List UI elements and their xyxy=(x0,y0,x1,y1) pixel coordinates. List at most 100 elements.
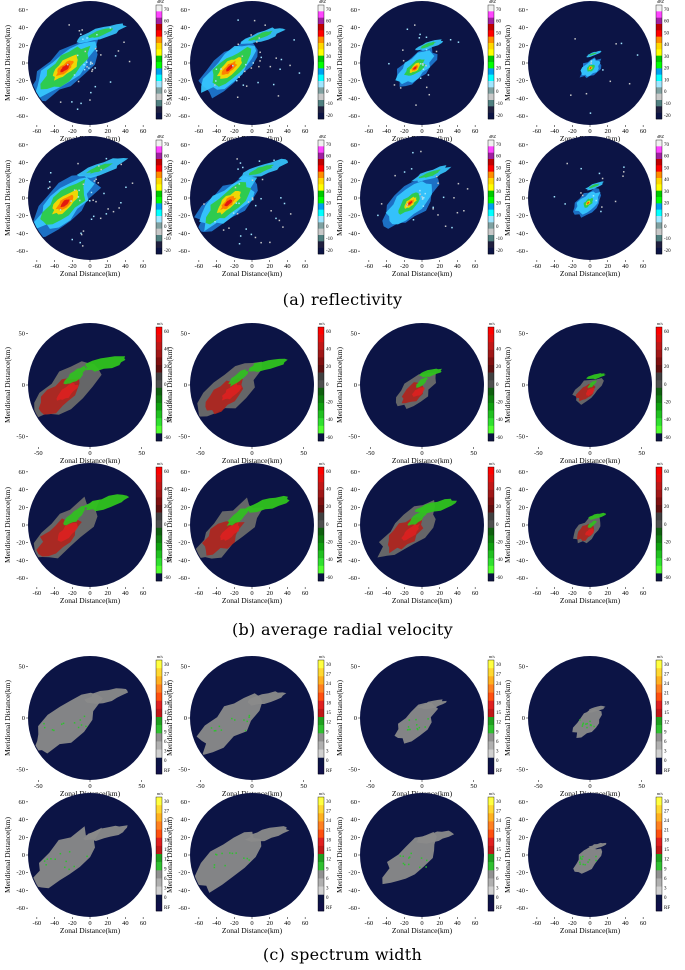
y-tick-label: 0 xyxy=(354,852,357,859)
colorbar-swatch xyxy=(318,708,324,718)
y-tick-label: -60 xyxy=(348,113,357,120)
colorbar-swatch xyxy=(318,55,324,63)
y-tick-label: 20 xyxy=(181,42,188,49)
x-tick-label: -60 xyxy=(33,263,42,270)
colorbar-tick-label: 0 xyxy=(164,90,167,95)
y-tick-label: 60 xyxy=(519,469,526,476)
colorbar-tick-label: 0 xyxy=(664,90,667,95)
colorbar-swatch xyxy=(488,209,494,217)
colorbar-swatch xyxy=(656,55,662,63)
colorbar-swatch xyxy=(156,433,162,442)
x-tick-label: -60 xyxy=(195,128,204,135)
colorbar: dBZ 70 60 50 40 30 20 10 0 -10 -20 xyxy=(487,0,503,120)
colorbar-tick-label: 3 xyxy=(326,750,329,755)
y-tick-label: 0 xyxy=(354,382,357,389)
colorbar-swatch xyxy=(656,68,662,75)
colorbar-swatch xyxy=(318,733,324,742)
colorbar-unit: m/s xyxy=(657,321,663,326)
colorbar-swatch xyxy=(656,805,662,814)
x-tick-label: -40 xyxy=(212,920,221,927)
colorbar-tick-label: 10 xyxy=(664,78,670,83)
colorbar-tick-label: 21 xyxy=(496,692,502,697)
colorbar-unit: m/s xyxy=(157,654,163,659)
colorbar-swatch xyxy=(488,68,494,75)
x-axis-label: Zonal Distance(km) xyxy=(560,926,621,935)
y-tick-label: -50 xyxy=(516,434,525,441)
colorbar-swatch xyxy=(488,112,494,120)
colorbar-tick-label: 21 xyxy=(164,829,170,834)
x-tick-label: 0 xyxy=(588,783,591,790)
radar-panel: -60 -40 -20 0 20 40 60 60 40 20 0 -20 -40 -60 Zonal Di… xyxy=(503,463,652,605)
colorbar-swatch xyxy=(488,30,494,37)
x-tick-label: 40 xyxy=(622,263,629,270)
colorbar-tick-label: 6 xyxy=(664,740,667,745)
y-tick-label: 20 xyxy=(351,42,358,49)
colorbar-swatch xyxy=(318,190,324,198)
y-axis-label: Meridional Distance(km) xyxy=(165,816,174,893)
colorbar-tick-label: -10 xyxy=(326,102,333,107)
colorbar-swatch xyxy=(156,81,162,88)
colorbar-swatch xyxy=(156,565,162,574)
colorbar-swatch xyxy=(656,190,662,198)
colorbar-tick-label: 60 xyxy=(664,330,670,335)
x-axis-label: Zonal Distance(km) xyxy=(60,926,121,935)
colorbar-swatch xyxy=(156,700,162,710)
x-axis-label: Zonal Distance(km) xyxy=(60,456,121,465)
colorbar-swatch xyxy=(656,660,662,669)
colorbar-tick-label: 20 xyxy=(326,505,332,510)
x-tick-label: 0 xyxy=(88,920,91,927)
colorbar-swatch xyxy=(656,247,662,255)
colorbar-tick-label: 10 xyxy=(164,213,170,218)
colorbar-tick-label: -60 xyxy=(496,436,503,441)
colorbar-tick-label: 27 xyxy=(496,809,502,814)
echo-field xyxy=(196,691,287,756)
colorbar-swatch xyxy=(156,862,162,871)
colorbar-swatch xyxy=(488,505,494,513)
colorbar-swatch xyxy=(656,520,662,529)
x-tick-label: 50 xyxy=(300,783,307,790)
y-tick-label: 0 xyxy=(522,715,525,722)
colorbar-swatch xyxy=(488,342,494,351)
y-tick-label: -20 xyxy=(178,540,187,547)
colorbar-swatch xyxy=(656,387,662,396)
colorbar-swatch xyxy=(156,87,162,94)
colorbar-tick-label: 20 xyxy=(496,505,502,510)
colorbar-swatch xyxy=(156,43,162,50)
colorbar-tick-label: 21 xyxy=(664,829,670,834)
y-tick-label: 20 xyxy=(19,42,26,49)
colorbar-tick-label: 27 xyxy=(664,672,670,677)
colorbar-swatch xyxy=(488,845,494,855)
y-tick-label: -50 xyxy=(348,434,357,441)
y-tick-label: -60 xyxy=(16,575,25,582)
colorbar-tick-label: 0 xyxy=(164,225,167,230)
colorbar-tick-label: 60 xyxy=(326,20,332,25)
colorbar-tick-label: 30 xyxy=(326,55,332,60)
colorbar-swatch xyxy=(656,24,662,31)
colorbar-swatch xyxy=(656,425,662,434)
x-tick-label: -40 xyxy=(50,920,59,927)
x-tick-label: 60 xyxy=(472,920,479,927)
x-tick-label: 40 xyxy=(284,920,291,927)
y-tick-label: -20 xyxy=(348,870,357,877)
x-tick-label: 60 xyxy=(140,128,147,135)
colorbar-swatch xyxy=(656,184,662,191)
y-tick-label: 0 xyxy=(522,195,525,202)
colorbar-swatch xyxy=(656,140,662,147)
y-tick-label: 60 xyxy=(351,469,358,476)
x-tick-label: -60 xyxy=(195,263,204,270)
colorbar-swatch xyxy=(156,805,162,814)
colorbar-tick-label: 9 xyxy=(664,867,667,872)
y-tick-label: -20 xyxy=(516,870,525,877)
colorbar-swatch xyxy=(156,886,162,896)
x-tick-label: -40 xyxy=(550,263,559,270)
colorbar-swatch xyxy=(156,342,162,351)
colorbar-swatch xyxy=(656,365,662,373)
x-tick-label: 20 xyxy=(104,128,111,135)
colorbar-swatch xyxy=(318,878,324,887)
colorbar-swatch xyxy=(156,228,162,236)
colorbar-swatch xyxy=(156,395,162,404)
